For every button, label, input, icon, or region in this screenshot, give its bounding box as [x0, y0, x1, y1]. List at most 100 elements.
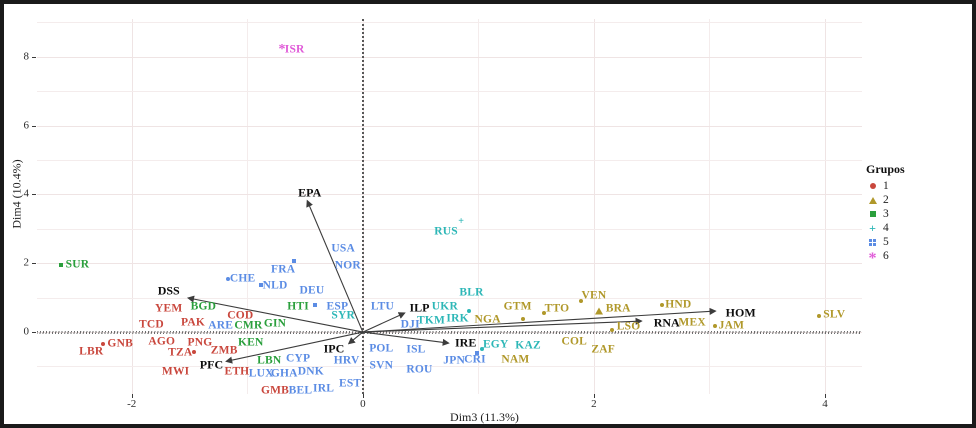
y-tick-label-2: 2: [23, 256, 30, 269]
point-marker-EGY: [479, 346, 484, 351]
point-marker-TTO: [542, 310, 547, 315]
point-label-USA: USA: [331, 242, 355, 255]
point-label-DNK: DNK: [297, 365, 324, 378]
legend-glyph-boxplus-icon: [866, 238, 879, 246]
point-marker-CHE: [225, 277, 230, 282]
point-label-POL: POL: [369, 342, 394, 355]
point-label-ARE: ARE: [208, 319, 234, 332]
gridline-h-4: [37, 194, 862, 196]
point-label-EGY: EGY: [482, 338, 509, 351]
point-marker-JAM: [713, 323, 718, 328]
gridline-h-2: [37, 263, 862, 265]
x-tick-label--2: -2: [127, 398, 137, 410]
point-label-GTM: GTM: [503, 300, 532, 313]
point-marker-ISR: *: [278, 42, 286, 58]
point-label-HND: HND: [665, 298, 692, 311]
y-tickmark-4: [32, 194, 36, 196]
point-label-SYR: SYR: [331, 309, 355, 322]
point-label-ISR: ISR: [284, 43, 305, 56]
point-marker-LSO: [610, 328, 615, 333]
variable-label-DSS: DSS: [157, 283, 180, 298]
x-tickmark-2: [593, 394, 595, 398]
legend-items: 1 2 3 +4 5 * 6: [866, 179, 905, 267]
y-axis-title: Dim4 (10.4%): [9, 159, 24, 230]
variable-label-EPA: EPA: [298, 185, 322, 200]
point-label-ESP: ESP: [326, 300, 349, 313]
gridline-h-9: [37, 22, 862, 24]
x-axis-title: Dim3 (11.3%): [450, 410, 519, 424]
point-label-LBN: LBN: [257, 354, 282, 367]
gridline-h--1: [37, 366, 862, 368]
point-label-FRA: FRA: [270, 263, 296, 276]
legend-item-label-4: 4: [883, 222, 889, 234]
variable-label-HOM: HOM: [725, 305, 756, 320]
legend-item-5: 5: [866, 235, 905, 249]
legend-marker-2: [868, 196, 877, 204]
point-label-MEX: MEX: [678, 316, 706, 329]
point-label-NOR: NOR: [334, 259, 361, 272]
point-label-GIN: GIN: [263, 317, 287, 330]
gridline-h-5: [37, 160, 862, 162]
point-label-ROU: ROU: [406, 363, 433, 376]
point-label-TTO: TTO: [544, 302, 570, 315]
gridline-h-3: [37, 228, 862, 230]
point-marker-ESP: [313, 303, 318, 308]
point-label-IRL: IRL: [313, 382, 335, 395]
point-marker-TZA: [192, 350, 197, 355]
point-label-JAM: JAM: [718, 319, 745, 332]
point-label-TKM: TKM: [416, 314, 446, 327]
point-marker-GTM: [521, 317, 526, 321]
variable-arrows-layer: [186, 199, 717, 364]
legend: Grupos 1 2 3 +4 5 * 6: [866, 162, 905, 267]
point-label-DEU: DEU: [299, 284, 325, 297]
point-marker-FRA: [291, 259, 296, 264]
point-label-MWI: MWI: [161, 365, 190, 378]
x-tickmark-0: [362, 394, 364, 398]
point-label-ZAF: ZAF: [591, 343, 615, 356]
variable-label-ILP: ILP: [409, 300, 430, 315]
legend-item-1: 1: [866, 179, 905, 193]
point-marker-GNB: [100, 342, 105, 347]
point-label-IRK: IRK: [446, 312, 469, 325]
x-tick-label-2: 2: [591, 398, 597, 410]
legend-marker-5: [869, 238, 876, 246]
point-label-AGO: AGO: [148, 335, 176, 348]
point-label-LSO: LSO: [616, 320, 641, 333]
y-tickmark-0: [32, 332, 36, 334]
legend-glyph-circle-icon: [866, 183, 879, 189]
point-label-SLV: SLV: [823, 308, 846, 321]
variable-label-PFC: PFC: [199, 357, 224, 372]
gridline-h-6: [37, 125, 862, 127]
legend-item-label-3: 3: [883, 208, 889, 220]
legend-glyph-square-icon: [866, 211, 879, 217]
point-marker-SLV: [817, 313, 822, 318]
legend-marker-4: +: [869, 221, 876, 235]
variable-arrow-ILP: [362, 312, 406, 333]
point-label-ISL: ISL: [406, 343, 426, 356]
gridline-h-7: [37, 91, 862, 93]
legend-glyph-asterisk-icon: *: [866, 251, 879, 267]
legend-item-label-2: 2: [883, 194, 889, 206]
gridline-v-2: [593, 19, 595, 394]
point-marker-HND: [660, 303, 665, 308]
point-label-NGA: NGA: [474, 313, 501, 326]
point-label-PAK: PAK: [180, 316, 205, 329]
gridline-v--2: [131, 19, 133, 394]
y-tickmark-6: [32, 125, 36, 127]
variable-label-IRE: IRE: [455, 335, 477, 350]
variable-label-IPC: IPC: [323, 341, 345, 356]
gridline-v--1: [247, 19, 249, 394]
legend-item-label-5: 5: [883, 236, 889, 248]
gridline-v-3: [709, 19, 711, 394]
legend-title: Grupos: [866, 162, 905, 176]
legend-item-2: 2: [866, 193, 905, 207]
point-label-VEN: VEN: [581, 289, 607, 302]
gridline-h-8: [37, 56, 862, 58]
x-tick-label-0: 0: [360, 398, 366, 410]
point-marker-RUS: +: [458, 215, 464, 227]
point-label-SUR: SUR: [65, 258, 90, 271]
point-label-DJI: DJI: [400, 318, 420, 331]
point-label-GMB: GMB: [260, 384, 290, 397]
y-tick-label-4: 4: [23, 187, 30, 200]
